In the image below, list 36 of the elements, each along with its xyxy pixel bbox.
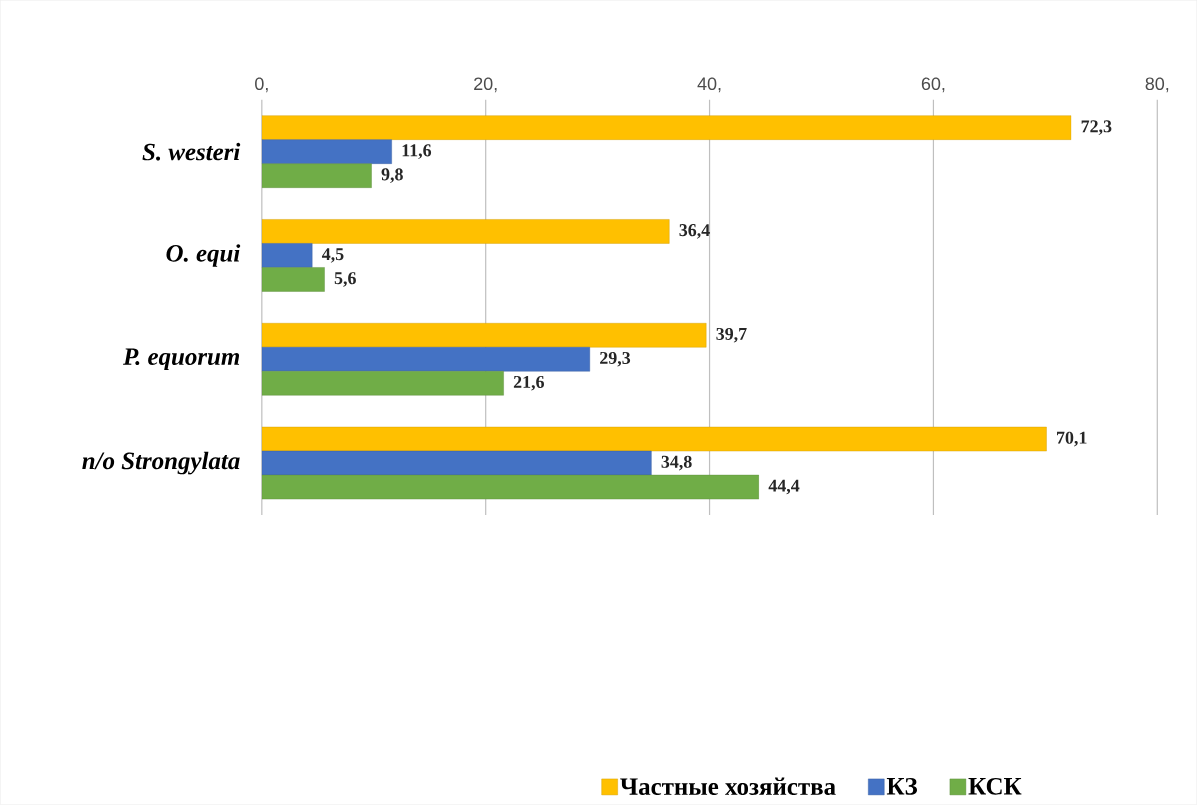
data-label: 72,3 (1081, 120, 1112, 136)
bar (261, 450, 652, 476)
bar (261, 163, 372, 188)
x-tick-label: 0, (255, 77, 268, 93)
x-tick-label: 40, (697, 77, 721, 93)
data-label: 5,6 (334, 272, 356, 287)
bar (261, 426, 1047, 452)
bar (261, 323, 707, 348)
bar (261, 474, 760, 500)
x-tick-label: 20, (474, 77, 497, 93)
bar (261, 219, 670, 244)
bar (261, 371, 504, 396)
data-label: 44,4 (768, 479, 800, 495)
legend-label: КСК (968, 778, 1022, 795)
data-label: 70,1 (1057, 431, 1087, 447)
bar (261, 267, 325, 292)
data-label: 9,8 (381, 168, 403, 184)
data-label: 4,5 (321, 248, 344, 263)
y-tick-label: P. equorum (123, 348, 240, 371)
data-label: 36,4 (679, 224, 710, 239)
x-tick-label: 80, (1145, 77, 1169, 93)
data-label: 29,3 (600, 352, 631, 367)
data-label: 34,8 (661, 455, 692, 471)
data-label: 11,6 (402, 144, 432, 160)
bar (261, 347, 590, 372)
y-tick-label: n/o Strongylata (82, 451, 240, 475)
y-tick-label: O. equi (166, 244, 241, 267)
data-label: 21,6 (513, 376, 544, 391)
legend-label: Частные хозяйства (620, 777, 836, 796)
y-tick-label: S. westeri (142, 142, 241, 161)
bar (261, 243, 313, 268)
data-label: 39,7 (716, 328, 747, 343)
bar (261, 139, 392, 164)
legend-label: КЗ (886, 778, 918, 795)
bar (261, 115, 1072, 140)
x-tick-label: 60, (921, 77, 945, 93)
